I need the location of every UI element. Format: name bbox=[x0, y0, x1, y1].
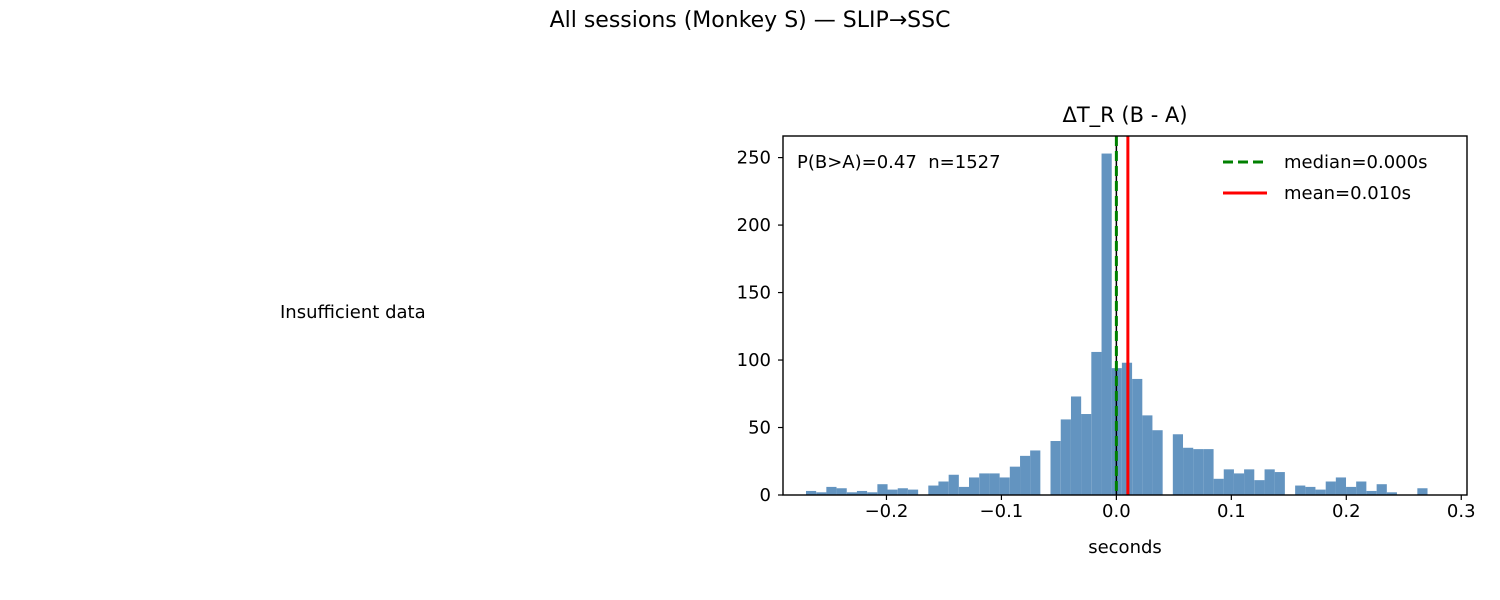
histogram-bar bbox=[1152, 430, 1163, 495]
histogram-bar bbox=[1101, 153, 1112, 496]
histogram-bar bbox=[989, 473, 1000, 495]
histogram-bars bbox=[805, 153, 1428, 496]
histogram-bar bbox=[1020, 455, 1031, 495]
y-tick-label: 150 bbox=[737, 283, 771, 304]
y-tick-label: 200 bbox=[737, 215, 771, 236]
legend-label: median=0.000s bbox=[1284, 152, 1427, 173]
histogram-bar bbox=[836, 488, 847, 495]
histogram-bar bbox=[1295, 485, 1306, 495]
histogram-bar bbox=[1356, 481, 1367, 495]
histogram-bar bbox=[958, 486, 970, 495]
histogram-bar bbox=[1417, 488, 1428, 495]
histogram-bar bbox=[826, 486, 837, 495]
histogram-bar bbox=[1172, 434, 1184, 495]
histogram-bar bbox=[1213, 478, 1224, 495]
chart-title: ΔT_R (B - A) bbox=[1062, 103, 1187, 128]
legend-label: mean=0.010s bbox=[1284, 183, 1411, 204]
histogram-bar bbox=[897, 488, 908, 495]
histogram-bar bbox=[1132, 378, 1143, 495]
histogram-bar bbox=[1091, 351, 1102, 495]
histogram-bar bbox=[1325, 481, 1336, 495]
histogram-bar bbox=[1233, 473, 1245, 495]
histogram-bar bbox=[1335, 477, 1347, 495]
histogram-bar bbox=[1366, 490, 1377, 495]
y-tick-label: 0 bbox=[760, 485, 771, 506]
histogram-bar bbox=[877, 484, 888, 495]
histogram-bar bbox=[1223, 469, 1234, 495]
histogram-bar bbox=[846, 492, 857, 495]
x-axis-ticks: −0.2 −0.1 0.0 0.1 0.2 0.3 bbox=[865, 495, 1476, 522]
histogram-bar bbox=[1244, 469, 1255, 495]
histogram-bar bbox=[1009, 466, 1020, 495]
histogram-bar bbox=[999, 477, 1010, 495]
x-axis-label: seconds bbox=[1088, 537, 1162, 558]
histogram-bar bbox=[948, 474, 959, 495]
histogram-bar bbox=[1274, 472, 1285, 495]
histogram-bar bbox=[1050, 441, 1061, 495]
histogram-bar bbox=[805, 490, 817, 495]
histogram-bar bbox=[969, 477, 980, 495]
histogram-bar bbox=[1030, 450, 1041, 495]
reference-lines bbox=[1114, 136, 1130, 495]
histogram-bar bbox=[1315, 489, 1326, 495]
y-tick-label: 250 bbox=[737, 148, 771, 169]
histogram-bar bbox=[1183, 447, 1194, 495]
insufficient-data-message: Insufficient data bbox=[280, 302, 426, 323]
stats-annotation: P(B>A)=0.47 n=1527 bbox=[797, 152, 1001, 173]
histogram-bar bbox=[1346, 486, 1357, 495]
histogram-bar bbox=[1070, 396, 1082, 495]
histogram-bar bbox=[1254, 480, 1265, 495]
histogram-bar bbox=[1193, 449, 1204, 495]
histogram-bar bbox=[1386, 492, 1397, 495]
histogram-bar bbox=[1081, 414, 1092, 495]
y-axis-ticks: 0 50 100 150 200 250 bbox=[737, 148, 783, 506]
histogram-bar bbox=[928, 485, 939, 495]
x-tick-label: 0.0 bbox=[1102, 501, 1131, 522]
x-tick-label: −0.2 bbox=[865, 501, 909, 522]
histogram-bar bbox=[1376, 484, 1387, 495]
x-tick-label: 0.2 bbox=[1332, 501, 1361, 522]
histogram-bar bbox=[856, 490, 868, 495]
y-tick-label: 50 bbox=[748, 418, 771, 439]
histogram-bar bbox=[816, 492, 827, 495]
x-tick-label: −0.1 bbox=[980, 501, 1024, 522]
y-tick-label: 100 bbox=[737, 350, 771, 371]
histogram-bar bbox=[1305, 486, 1316, 495]
histogram-bar bbox=[1203, 449, 1214, 495]
histogram-bar bbox=[867, 492, 878, 495]
x-tick-label: 0.3 bbox=[1447, 501, 1476, 522]
histogram-bar bbox=[938, 481, 949, 495]
histogram-bar bbox=[887, 489, 898, 495]
histogram-bar bbox=[979, 473, 990, 495]
histogram-bar bbox=[907, 489, 919, 495]
plot-frame bbox=[782, 135, 1468, 496]
legend: median=0.000s mean=0.010s bbox=[1223, 152, 1427, 204]
histogram-bar bbox=[1264, 469, 1275, 495]
figure-suptitle: All sessions (Monkey S) — SLIP→SSC bbox=[549, 8, 951, 33]
histogram-bar bbox=[1142, 415, 1153, 495]
histogram-bar bbox=[1060, 419, 1071, 495]
x-tick-label: 0.1 bbox=[1217, 501, 1246, 522]
